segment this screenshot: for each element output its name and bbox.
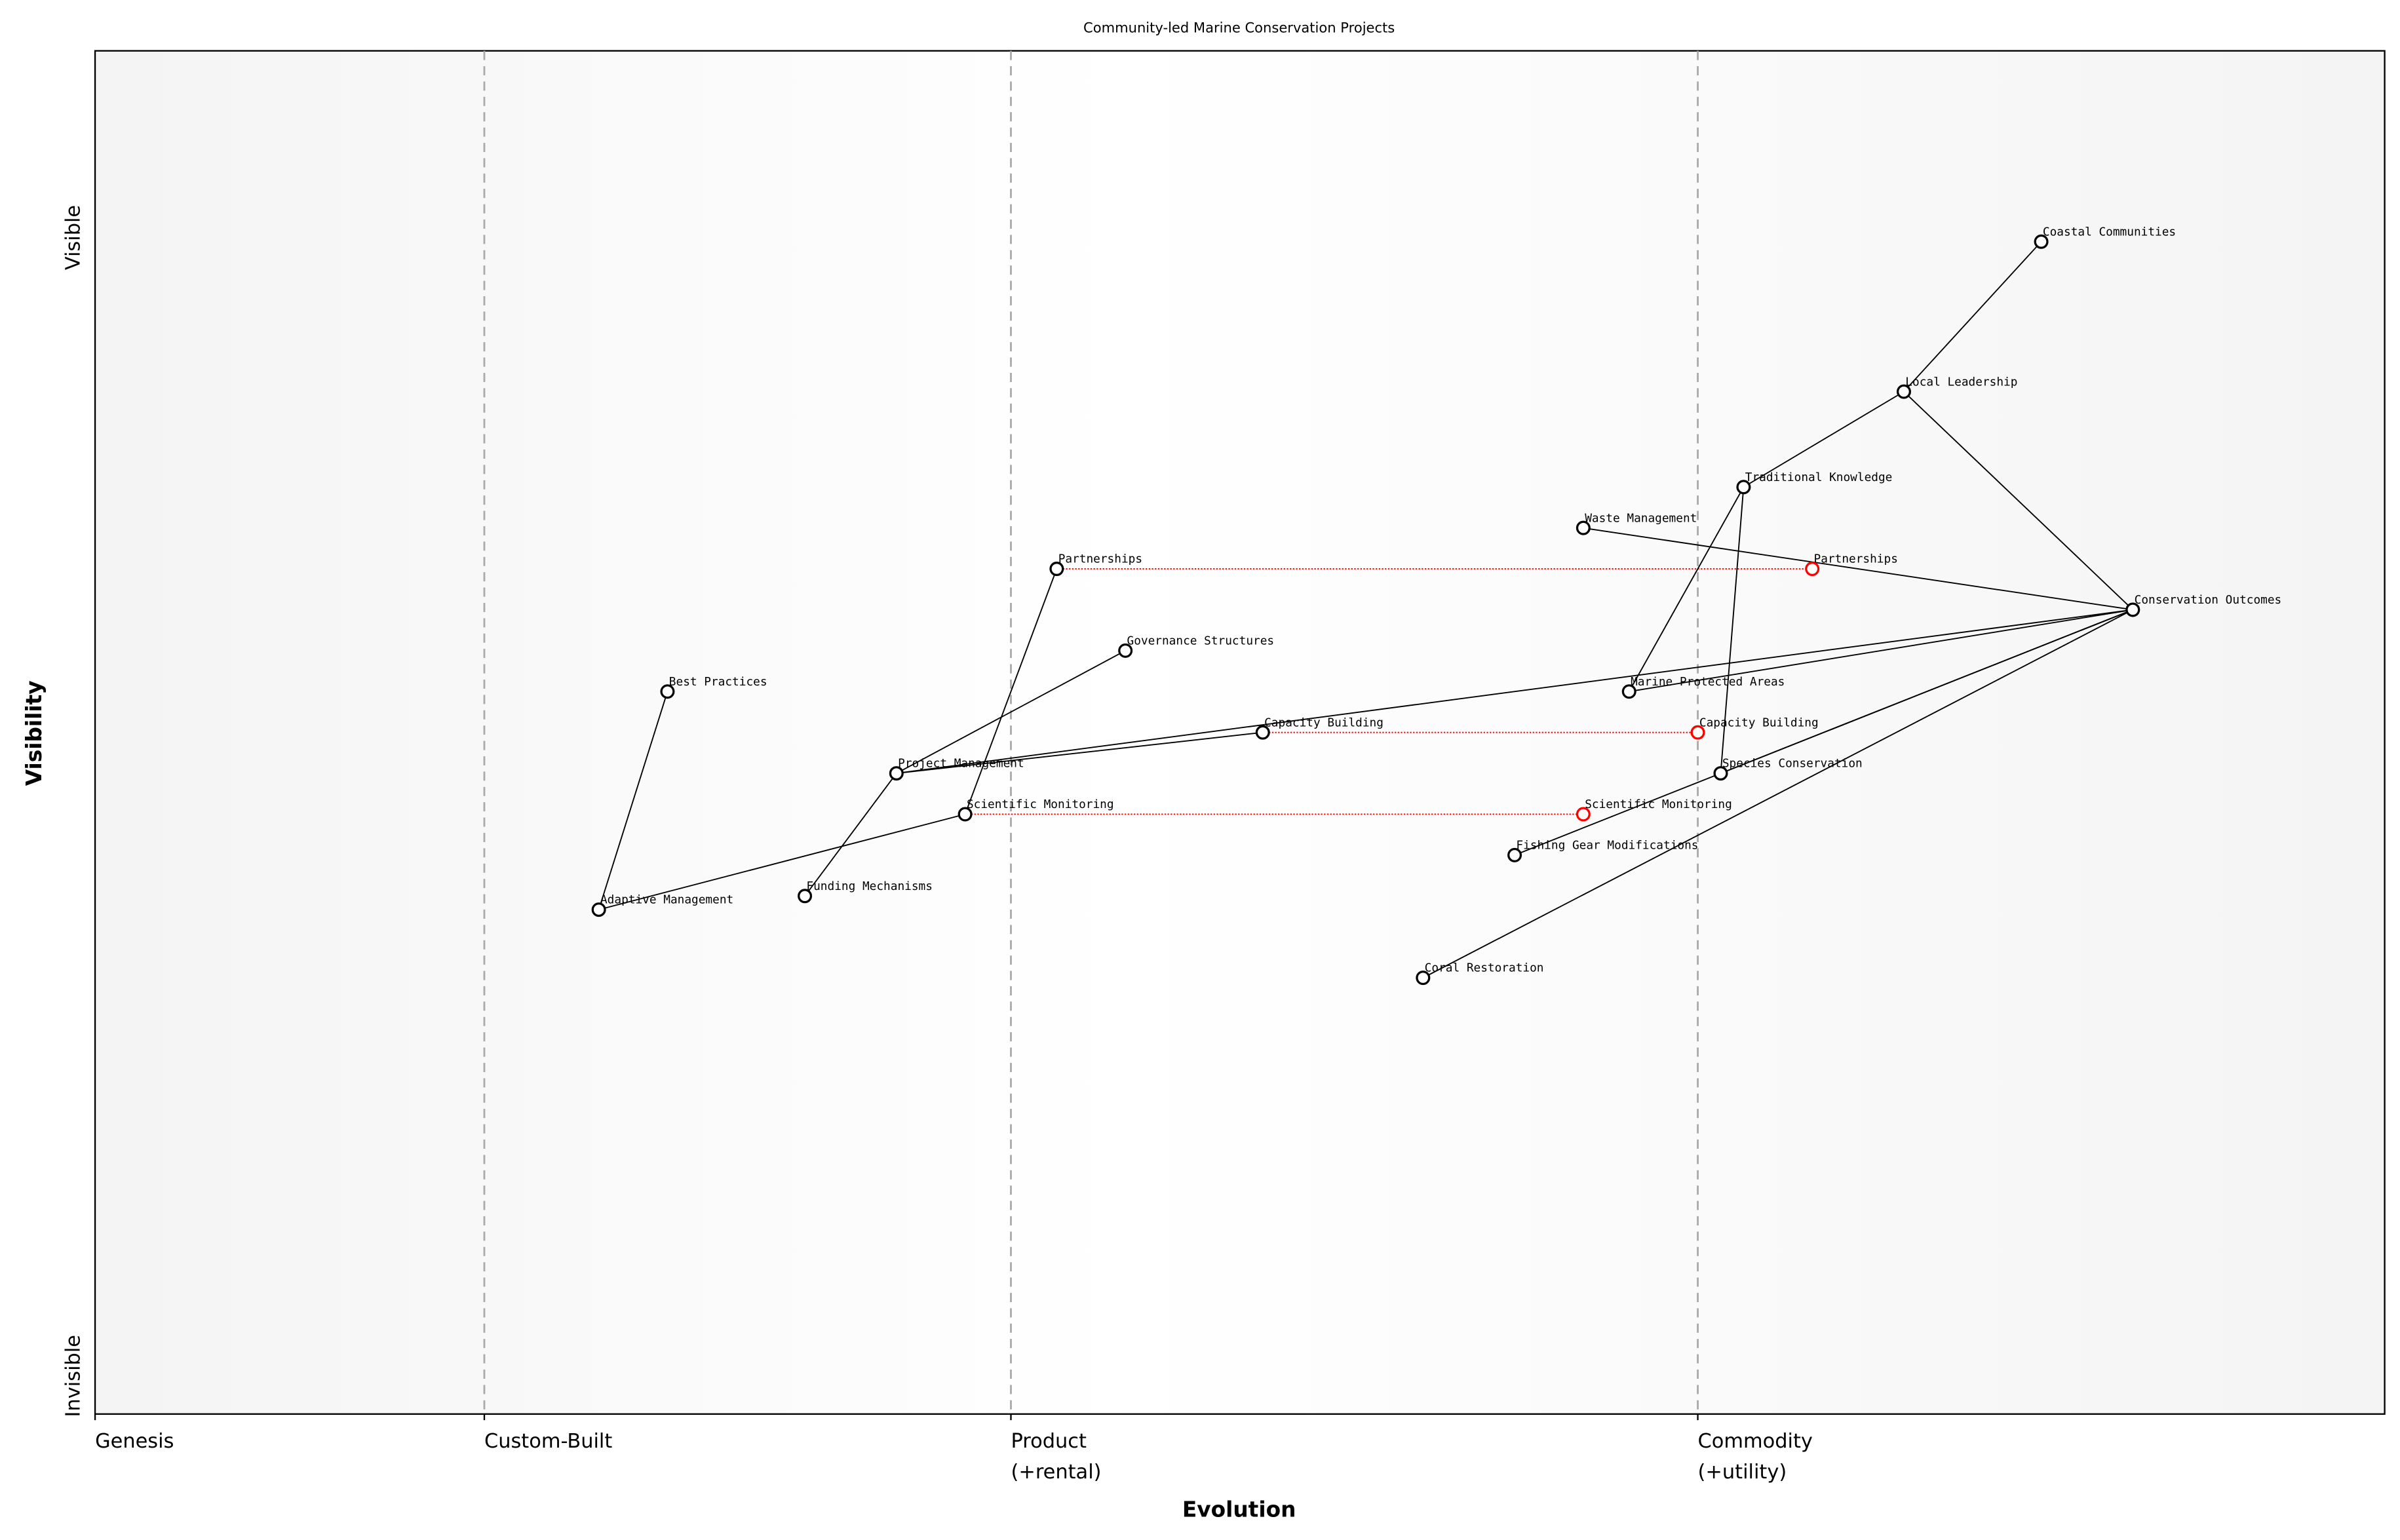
x-tick-label: Commodity [1698,1430,1813,1453]
x-axis-title: Evolution [1182,1497,1296,1522]
evolved-component-node[interactable] [1690,725,1705,740]
evolved-component-node[interactable] [1805,562,1820,577]
component-node[interactable] [1713,766,1728,781]
dependency-link [1720,487,1745,774]
y-axis-title: Visibility [22,680,47,786]
dependency-link [896,609,2133,775]
component-label: Project Management [898,757,1024,771]
dependency-link [1903,391,2133,611]
component-label: Adaptive Management [600,893,733,907]
component-node[interactable] [1255,725,1270,740]
dependency-link [1514,609,2133,856]
component-label: Governance Structures [1127,634,1275,647]
component-node[interactable] [591,902,606,917]
component-label: Coastal Communities [2043,225,2176,239]
dependency-link [1628,486,1745,692]
component-node[interactable] [889,766,904,781]
dependency-link [598,813,965,911]
dependency-link [1743,391,1905,488]
dependency-link [1422,609,2133,978]
x-tick-sublabel: (+utility) [1698,1461,1787,1484]
chart-title: Community-led Marine Conservation Projec… [1083,19,1395,35]
dependency-link [964,568,1058,815]
dependency-link [804,773,897,896]
component-label: Coral Restoration [1425,961,1544,975]
component-node[interactable] [958,807,973,822]
component-label: Best Practices [669,675,767,689]
component-label: Species Conservation [1722,757,1863,771]
dependency-link [896,731,1263,775]
component-node[interactable] [1049,562,1064,577]
component-label: Conservation Outcomes [2135,593,2282,607]
component-node[interactable] [798,889,813,904]
evolved-component-label: Capacity Building [1699,716,1819,729]
component-label: Local Leadership [1905,375,2017,389]
evolved-component-node[interactable] [1576,807,1591,822]
component-node[interactable] [1576,520,1591,535]
component-label: Scientific Monitoring [967,798,1114,811]
evolved-component-label: Scientific Monitoring [1585,798,1732,811]
x-tick-label: Custom-Built [484,1430,612,1453]
y-top-label: Visible [62,205,85,270]
component-label: Fishing Gear Modifications [1516,839,1698,853]
component-node[interactable] [2125,602,2140,617]
evolved-component-label: Partnerships [1814,552,1898,566]
component-label: Traditional Knowledge [1745,471,1893,484]
component-node[interactable] [1896,384,1911,399]
component-label: Funding Mechanisms [806,879,933,893]
x-tick-label: Genesis [95,1430,174,1453]
y-bottom-label: Invisible [62,1335,85,1417]
component-node[interactable] [660,684,675,699]
dependency-link [598,691,668,910]
component-node[interactable] [1736,480,1751,495]
component-label: Waste Management [1585,511,1697,525]
component-label: Capacity Building [1264,716,1384,729]
component-node[interactable] [1621,684,1636,699]
dependency-link [1629,609,2133,693]
component-node[interactable] [1416,971,1431,986]
dependency-link [1903,241,2042,393]
x-tick-sublabel: (+rental) [1011,1461,1101,1484]
component-node[interactable] [1118,643,1133,658]
component-node[interactable] [2034,234,2049,249]
dependency-link [896,650,1126,774]
x-tick-label: Product [1011,1430,1087,1453]
component-label: Marine Protected Areas [1631,675,1785,689]
plot-area [94,50,2386,1415]
dependency-link [1583,527,2133,611]
component-node[interactable] [1507,847,1522,862]
component-label: Partnerships [1058,552,1142,566]
